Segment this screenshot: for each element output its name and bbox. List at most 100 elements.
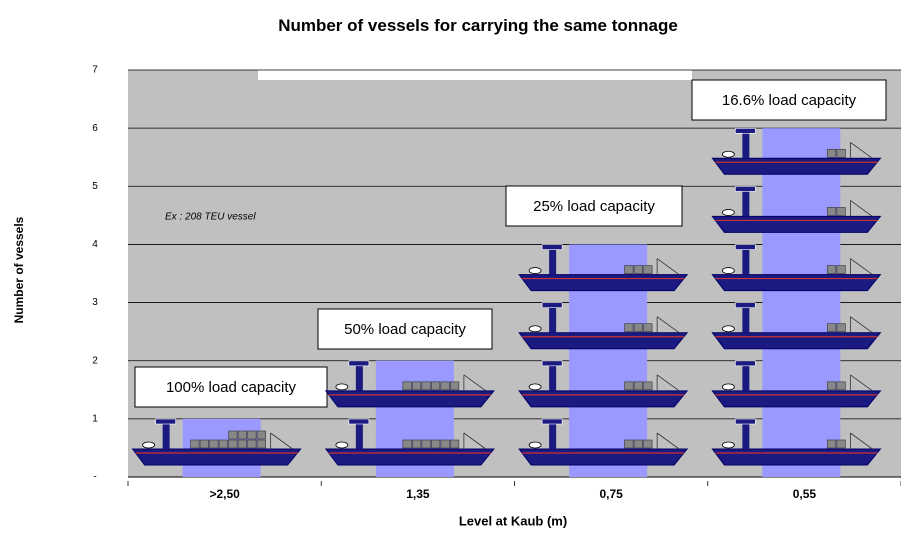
container	[412, 439, 422, 449]
container	[450, 439, 460, 449]
container	[836, 381, 846, 391]
ship-crane	[656, 432, 680, 450]
ship-cabin	[528, 267, 542, 274]
ship-cabin	[528, 441, 542, 449]
title-backdrop	[258, 54, 692, 80]
ship-hull	[711, 274, 882, 292]
ship-bridge	[742, 423, 750, 449]
ship-crane	[850, 141, 873, 159]
ship-cabin	[335, 383, 349, 391]
ship-bridge	[355, 423, 363, 449]
y-tick-label: 4	[92, 239, 98, 250]
y-tick-label: 2	[92, 355, 98, 366]
vessel-stack	[324, 360, 495, 477]
ship-cabin	[528, 383, 542, 391]
ship-cabin	[142, 441, 156, 449]
ship-hull	[518, 390, 689, 408]
ship-cabin	[721, 209, 735, 216]
ship-cabin	[528, 325, 542, 333]
container	[256, 430, 266, 440]
container	[450, 381, 460, 391]
ship-cabin	[721, 150, 735, 158]
container	[421, 381, 431, 391]
vessel-stack	[518, 244, 689, 477]
container	[643, 265, 653, 274]
container	[402, 381, 412, 391]
annotation: 100% load capacity	[166, 379, 297, 396]
annotation-box	[691, 79, 887, 121]
container	[624, 439, 634, 449]
container	[421, 439, 431, 449]
y-tick-label: -	[93, 472, 96, 483]
chart-title: Number of vessels for carrying the same …	[278, 16, 678, 35]
ship-bridge-top	[541, 418, 563, 425]
container	[827, 439, 837, 449]
container	[247, 439, 257, 449]
ship-crane	[270, 432, 293, 450]
container	[237, 430, 247, 440]
annotation-box	[505, 185, 683, 227]
capacity-column	[762, 128, 841, 477]
ship-hull	[518, 332, 689, 350]
ship-bridge-top	[541, 302, 563, 309]
ship-cabin	[721, 441, 735, 449]
ship-crane	[850, 200, 873, 217]
container	[836, 207, 846, 216]
ship-bridge-top	[735, 186, 756, 192]
container	[431, 381, 441, 391]
x-tick-label: 0,55	[793, 487, 817, 501]
y-tick-label: 1	[92, 413, 98, 424]
ship-bridge-top	[735, 244, 756, 250]
ship-bridge	[742, 190, 750, 217]
container	[237, 439, 247, 449]
ship-crane	[656, 258, 680, 275]
container	[256, 439, 266, 449]
ship-bridge	[549, 248, 557, 275]
ship-bridge-top	[541, 360, 563, 367]
y-tick-label: 3	[92, 297, 98, 308]
ship-crane	[463, 432, 487, 450]
ship-bridge-top	[735, 360, 756, 367]
annotation-box	[134, 366, 328, 408]
ship-bridge	[549, 423, 557, 449]
x-tick-label: >2,50	[209, 487, 240, 501]
vessel-stack	[711, 127, 882, 477]
ship-bridge-top	[735, 302, 756, 309]
container	[431, 439, 441, 449]
container	[633, 265, 643, 274]
ship-bridge	[549, 306, 557, 333]
ship-hull	[324, 448, 495, 466]
ship-bridge-top	[348, 360, 370, 367]
container	[440, 381, 450, 391]
annotation: 25% load capacity	[533, 198, 655, 215]
container	[199, 439, 209, 449]
ship-crane	[850, 432, 873, 450]
ship-crane	[850, 258, 873, 275]
ship-crane	[656, 374, 680, 392]
note: Ex : 208 TEU vessel	[165, 212, 256, 223]
container	[624, 323, 634, 333]
container	[827, 323, 837, 333]
x-tick-label: 1,35	[406, 487, 430, 501]
annotation: 16.6% load capacity	[722, 92, 857, 109]
ship-bridge-top	[155, 418, 176, 425]
ship-hull	[711, 390, 882, 408]
ship-crane	[850, 316, 873, 334]
container	[190, 439, 200, 449]
ship-crane	[463, 374, 487, 392]
container	[836, 148, 846, 158]
ship-bridge	[742, 132, 750, 159]
ship-cabin	[721, 267, 735, 274]
container	[836, 265, 846, 274]
container	[836, 439, 846, 449]
container	[440, 439, 450, 449]
container	[209, 439, 219, 449]
ship-bridge	[355, 364, 363, 391]
container	[827, 148, 837, 158]
ship-hull	[518, 274, 689, 292]
ship-hull	[711, 332, 882, 350]
ship-cabin	[721, 325, 735, 333]
ship-cabin	[335, 441, 349, 449]
ship-hull	[711, 448, 882, 466]
ship-crane	[850, 374, 873, 392]
